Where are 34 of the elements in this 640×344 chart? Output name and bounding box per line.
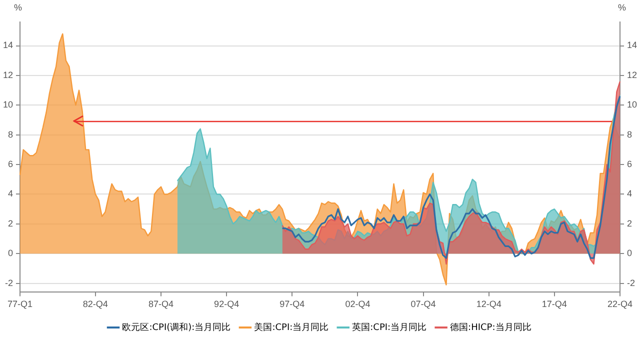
y2-tick-label: 8 <box>626 129 632 140</box>
x-tick-label: 77-Q1 <box>8 299 33 310</box>
y2-tick-label: 4 <box>626 188 632 199</box>
y-tick-label: 12 <box>2 70 14 80</box>
x-tick-label: 97-Q4 <box>280 299 305 310</box>
y-tick-label: 8 <box>8 129 14 140</box>
y2-tick-label: 2 <box>626 218 632 228</box>
legend-label: 美国:CPI:当月同比 <box>254 322 329 333</box>
y2-tick-label: 14 <box>626 40 638 50</box>
y2-tick-label: 6 <box>626 159 632 170</box>
y2-tick-label: 10 <box>626 100 638 110</box>
y-tick-label: 0 <box>8 248 14 258</box>
x-tick-label: 92-Q4 <box>214 299 240 310</box>
x-tick-label: 12-Q4 <box>476 299 502 310</box>
x-tick-label: 22-Q4 <box>607 299 632 310</box>
x-tick-label: 07-Q4 <box>410 299 436 310</box>
legend-label: 英国:CPI:当月同比 <box>352 322 427 333</box>
x-tick-label: 02-Q4 <box>345 299 370 310</box>
y-tick-label: -2 <box>4 278 14 288</box>
legend-label: 德国:HICP:当月同比 <box>450 322 532 333</box>
y2-tick-label: 0 <box>626 248 632 258</box>
y-tick-label: 14 <box>2 40 14 50</box>
y2-tick-label: 12 <box>626 70 638 80</box>
y-tick-label: 4 <box>8 188 14 199</box>
x-tick-label: 87-Q4 <box>148 299 174 310</box>
y2-tick-label: -2 <box>626 278 636 288</box>
legend-label: 欧元区:CPI(调和):当月同比 <box>122 322 231 333</box>
y2-axis-title: % <box>618 2 626 12</box>
y-tick-label: 2 <box>8 218 14 228</box>
x-tick-label: 82-Q4 <box>82 299 108 310</box>
x-tick-label: 17-Q4 <box>542 299 567 310</box>
y-axis-title: % <box>14 2 22 12</box>
y-tick-label: 10 <box>2 100 14 110</box>
y-tick-label: 6 <box>8 159 14 170</box>
